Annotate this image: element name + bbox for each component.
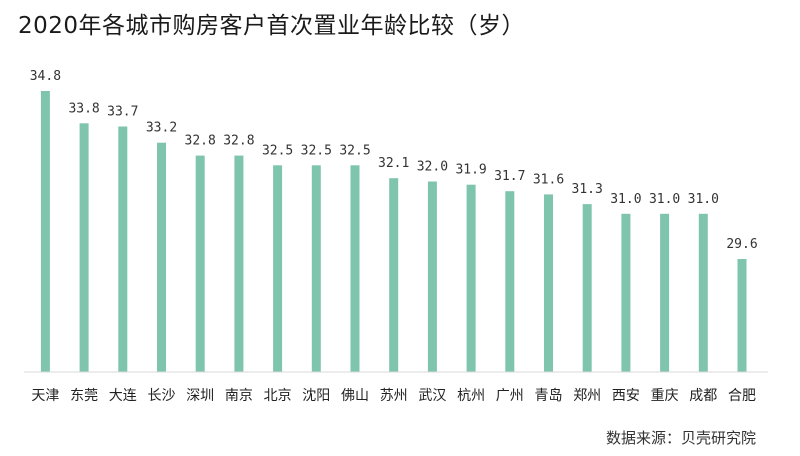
source-text: 数据来源：贝壳研究院 — [605, 429, 756, 447]
category-label-14: 郑州 — [573, 388, 601, 404]
category-label-15: 西安 — [612, 388, 640, 404]
value-label-5: 32.8 — [223, 134, 254, 149]
value-label-8: 32.5 — [339, 143, 370, 158]
value-label-12: 31.7 — [494, 169, 525, 184]
category-label-10: 武汉 — [418, 388, 446, 404]
category-label-8: 佛山 — [341, 388, 369, 404]
category-label-3: 长沙 — [148, 388, 176, 404]
category-label-4: 深圳 — [186, 388, 214, 404]
bar-11 — [466, 184, 476, 372]
category-label-5: 南京 — [225, 388, 253, 404]
bar-17 — [698, 213, 708, 372]
bar-0 — [40, 91, 50, 372]
value-label-11: 31.9 — [455, 163, 486, 178]
bar-14 — [582, 204, 592, 372]
bar-9 — [389, 178, 399, 372]
bar-5 — [234, 155, 244, 372]
category-label-18: 合肥 — [728, 388, 756, 404]
bar-16 — [660, 213, 670, 372]
chart-title: 2020年各城市购房客户首次置业年龄比较（岁） — [18, 13, 526, 39]
value-label-18: 29.6 — [726, 237, 757, 252]
bar-18 — [737, 259, 747, 372]
value-label-10: 32.0 — [417, 160, 448, 175]
value-label-7: 32.5 — [301, 143, 332, 158]
category-label-0: 天津 — [31, 388, 59, 404]
category-label-11: 杭州 — [457, 388, 485, 404]
bar-10 — [427, 181, 437, 372]
value-label-2: 33.7 — [107, 105, 138, 120]
value-label-17: 31.0 — [688, 192, 719, 207]
category-labels-group: 天津 东莞 大连 长沙 深圳 南京 北京 沈阳 佛山 苏州 武汉 杭州 广州 青岛 郑州 西安 重庆 成都 合肥 — [31, 388, 756, 404]
bar-3 — [157, 142, 166, 372]
value-label-16: 31.0 — [649, 192, 680, 207]
bar-15 — [621, 213, 631, 372]
value-label-9: 32.1 — [378, 156, 409, 171]
category-label-12: 广州 — [496, 388, 524, 404]
value-label-15: 31.0 — [610, 192, 641, 207]
category-label-16: 重庆 — [651, 388, 679, 404]
source-note: 数据来源：贝壳研究院 — [606, 427, 756, 448]
category-label-6: 北京 — [264, 388, 292, 404]
bar-13 — [544, 194, 553, 372]
category-label-7: 沈阳 — [302, 388, 330, 404]
bar-8 — [350, 165, 360, 372]
bar-1 — [79, 123, 89, 372]
category-label-17: 成都 — [689, 388, 717, 404]
category-label-9: 苏州 — [380, 388, 408, 404]
bar-2 — [118, 126, 128, 372]
value-label-4: 32.8 — [185, 134, 216, 149]
value-label-13: 31.6 — [533, 172, 564, 187]
bar-12 — [505, 191, 515, 372]
category-label-2: 大连 — [109, 388, 137, 404]
category-label-13: 青岛 — [535, 388, 563, 404]
value-label-0: 34.8 — [30, 69, 61, 84]
value-label-1: 33.8 — [68, 101, 99, 116]
bar-7 — [311, 165, 321, 372]
bars-group — [40, 91, 747, 372]
value-label-3: 33.2 — [146, 121, 177, 136]
category-label-1: 东莞 — [70, 388, 98, 404]
value-label-6: 32.5 — [262, 143, 293, 158]
value-labels-group: 34.8 33.8 33.7 33.2 32.8 32.8 32.5 32.5 32.5 32.1… — [30, 69, 758, 252]
bar-6 — [273, 165, 283, 372]
bar-4 — [195, 155, 205, 372]
value-label-14: 31.3 — [572, 182, 603, 197]
